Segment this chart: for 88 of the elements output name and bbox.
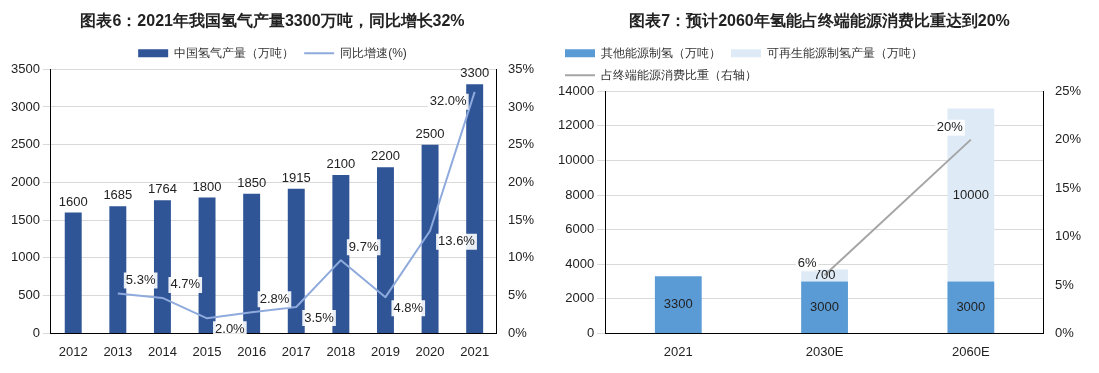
- legend-label: 可再生能源制氢产量（万吨）: [767, 45, 923, 60]
- data-label: 1800: [192, 178, 222, 194]
- data-label: 2100: [326, 155, 356, 171]
- x-tick-label: 2030E: [805, 343, 844, 359]
- data-label: 10000: [952, 186, 989, 202]
- bar: [287, 188, 305, 333]
- data-label: 2.8%: [259, 290, 290, 306]
- x-tick-label: 2019: [371, 343, 400, 359]
- data-label: 2.0%: [215, 320, 246, 336]
- y2-tick-label: 20%: [507, 174, 535, 190]
- y2-tick-label: 25%: [507, 136, 535, 152]
- x-tick-label: 2014: [147, 343, 177, 359]
- y-tick-label: 10000: [557, 151, 595, 167]
- bar: [654, 276, 702, 333]
- legend-label: 中国氢气产量（万吨）: [174, 45, 295, 60]
- bar: [421, 144, 439, 333]
- data-label: 4.7%: [170, 276, 201, 292]
- legend-label: 同比增速(%): [340, 45, 407, 60]
- y2-tick-label: 20%: [1054, 131, 1082, 147]
- x-tick-label: 2020: [415, 343, 445, 359]
- y2-tick-label: 0%: [1054, 324, 1075, 340]
- y-tick-label: 0: [586, 324, 595, 340]
- y2-tick-label: 30%: [507, 98, 535, 114]
- y2-tick-label: 15%: [507, 211, 535, 227]
- x-tick-label: 2012: [58, 343, 88, 359]
- data-label: 6%: [797, 254, 817, 270]
- y2-tick-label: 5%: [507, 287, 528, 303]
- data-label: 32.0%: [429, 93, 468, 109]
- y-tick-label: 1000: [11, 249, 40, 265]
- y-tick-label: 2500: [11, 136, 40, 152]
- data-label: 3.5%: [304, 309, 335, 325]
- x-tick-label: 2015: [192, 343, 222, 359]
- bar: [801, 281, 848, 333]
- y-tick-label: 3000: [11, 98, 40, 114]
- data-label: 1764: [147, 181, 177, 197]
- y2-tick-label: 5%: [1054, 276, 1075, 292]
- data-label: 1915: [281, 169, 311, 185]
- x-tick-label: 2017: [281, 343, 311, 359]
- y-tick-label: 12000: [557, 117, 595, 133]
- x-tick-label: 2021: [460, 343, 490, 359]
- bar: [376, 167, 394, 333]
- bar: [947, 281, 995, 333]
- x-tick-label: 2018: [326, 343, 356, 359]
- data-label: 2200: [371, 148, 400, 164]
- chart-title: 图表7：预计2060年氢能占终端能源消费比重达到20%: [629, 12, 1010, 30]
- y-tick-label: 0: [32, 324, 40, 340]
- bar: [153, 200, 171, 333]
- data-label: 4.8%: [393, 299, 424, 315]
- y-tick-label: 1500: [11, 211, 40, 227]
- data-label: 20%: [936, 119, 964, 135]
- legend-label: 占终端能源消费比重（右轴）: [601, 67, 757, 82]
- y-tick-label: 3500: [11, 60, 40, 76]
- data-label: 3000: [956, 298, 986, 314]
- x-tick-label: 2016: [237, 343, 267, 359]
- bar: [64, 212, 82, 333]
- data-label: 5.3%: [125, 271, 156, 287]
- data-label: 13.6%: [438, 233, 476, 249]
- y-tick-label: 500: [18, 287, 40, 303]
- y-tick-label: 2000: [11, 174, 40, 190]
- bar: [198, 197, 216, 333]
- x-tick-label: 2021: [663, 343, 693, 359]
- data-label: 1850: [237, 174, 267, 190]
- data-label: 3300: [460, 65, 490, 81]
- data-label: 9.7%: [348, 238, 379, 254]
- y-tick-label: 2000: [565, 290, 595, 306]
- y2-tick-label: 10%: [507, 249, 535, 265]
- data-label: 3300: [663, 296, 693, 312]
- legend-label: 其他能源制氢（万吨）: [601, 45, 721, 60]
- y-tick-label: 8000: [565, 186, 595, 202]
- y2-tick-label: 0%: [507, 324, 528, 340]
- data-label: 1600: [58, 193, 88, 209]
- y2-tick-label: 10%: [1054, 228, 1082, 244]
- data-label: 1685: [103, 187, 133, 203]
- y-tick-label: 14000: [557, 82, 595, 98]
- y2-tick-label: 25%: [1054, 82, 1082, 98]
- chart-title: 图表6：2021年我国氢气产量3300万吨，同比增长32%: [80, 12, 465, 30]
- bar: [332, 174, 350, 333]
- bar: [243, 193, 261, 333]
- y-tick-label: 4000: [565, 255, 595, 271]
- y2-tick-label: 15%: [1054, 179, 1082, 195]
- data-label: 700: [813, 267, 836, 283]
- y-tick-label: 6000: [565, 221, 595, 237]
- x-tick-label: 2060E: [952, 343, 990, 359]
- x-tick-label: 2013: [103, 343, 133, 359]
- bar: [109, 206, 127, 333]
- y2-tick-label: 35%: [507, 60, 535, 76]
- data-label: 3000: [810, 298, 840, 314]
- data-label: 2500: [415, 125, 445, 141]
